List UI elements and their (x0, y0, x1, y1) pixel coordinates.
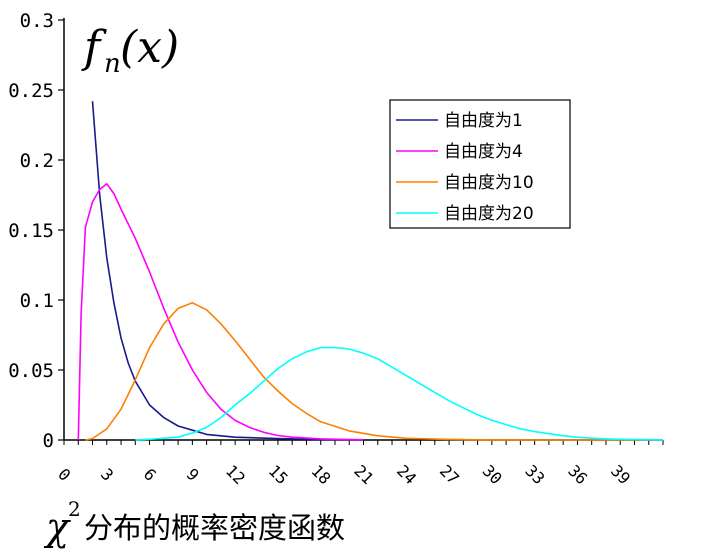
x-tick-label: 30 (479, 461, 506, 488)
x-tick-label: 3 (97, 465, 117, 485)
x-tick-label: 36 (564, 461, 591, 488)
legend-label-4: 自由度为20 (444, 204, 534, 224)
x-ticks: 0 3 6 9 12 15 18 21 24 27 30 33 36 39 (54, 440, 664, 488)
series-lines (77, 101, 664, 441)
x-tick-label: 33 (521, 461, 548, 488)
x-tick-label: 27 (436, 461, 463, 488)
series-line-3 (85, 302, 663, 441)
y-tick-label: 0.25 (8, 80, 54, 102)
x-tick-label: 18 (308, 461, 335, 488)
y-tick-label: 0.05 (8, 360, 54, 382)
title-superscript: 2 (68, 497, 81, 521)
svg-text:分布的概率密度函数: 分布的概率密度函数 (84, 511, 345, 545)
svg-text:2: 2 (68, 497, 81, 521)
x-tick-label: 0 (54, 465, 74, 485)
series-line-4 (135, 346, 664, 441)
title-symbol: χ (43, 505, 71, 549)
x-tick-label: 12 (222, 461, 249, 488)
svg-text:χ: χ (43, 505, 71, 549)
series-line-1 (91, 101, 364, 441)
y-label-arg: (x) (120, 22, 179, 73)
x-tick-label: 24 (393, 461, 420, 488)
y-axis-label: f n (x) (81, 22, 179, 79)
x-tick-label: 6 (140, 465, 160, 485)
y-tick-label: 0.1 (20, 290, 54, 312)
x-tick-label: 21 (350, 461, 377, 488)
x-tick-label: 39 (607, 461, 634, 488)
svg-text:n: n (104, 49, 121, 79)
chart-title: χ 2 分布的概率密度函数 (43, 497, 345, 549)
y-tick-label: 0.2 (20, 150, 54, 172)
title-main: 分布的概率密度函数 (84, 511, 345, 545)
legend-box (389, 99, 571, 229)
x-tick-label: 9 (183, 465, 203, 485)
y-tick-label: 0 (43, 430, 54, 452)
legend: 自由度为1 自由度为4 自由度为10 自由度为20 (389, 99, 571, 229)
series-line-2 (77, 183, 364, 441)
y-tick-label: 0.3 (20, 10, 54, 32)
y-label-sub: n (104, 49, 121, 79)
svg-text:(x): (x) (120, 22, 179, 73)
x-tick-label: 15 (265, 461, 292, 488)
y-ticks: 0 0.05 0.1 0.15 0.2 0.25 0.3 (8, 10, 64, 452)
legend-label-1: 自由度为1 (444, 111, 523, 131)
legend-label-2: 自由度为4 (444, 142, 523, 162)
axes (63, 18, 663, 441)
legend-label-3: 自由度为10 (444, 173, 534, 193)
y-tick-label: 0.15 (8, 220, 54, 242)
